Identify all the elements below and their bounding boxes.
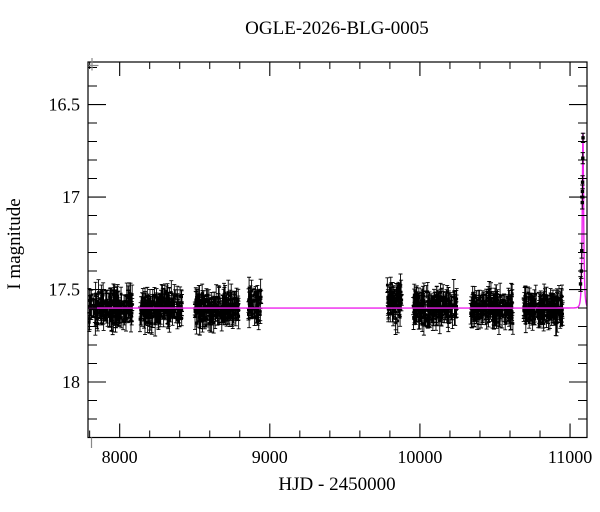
chart-title: OGLE-2026-BLG-0005 — [245, 18, 429, 39]
model-curve-line — [88, 132, 588, 309]
tick-labels: 8000 9000 10000 11000 16.5 17 17.5 18 — [49, 95, 593, 467]
x-axis-label: HJD - 2450000 — [278, 474, 395, 495]
x-tick-label: 9000 — [252, 447, 288, 467]
y-tick-label: 18 — [62, 372, 80, 392]
model-curve — [88, 132, 588, 309]
x-tick-label: 11000 — [548, 447, 592, 467]
y-tick-label: 17 — [62, 187, 80, 207]
major-axis-ticks — [88, 62, 587, 438]
x-tick-label: 8000 — [102, 447, 138, 467]
minor-axis-ticks — [88, 62, 587, 438]
axis-corner-artifact — [88, 58, 99, 448]
season-cluster-points — [385, 282, 404, 325]
photometry-points — [87, 273, 565, 337]
plot-frame — [87, 58, 588, 448]
rising-event-points — [578, 132, 586, 292]
y-tick-label: 17.5 — [49, 280, 81, 300]
y-axis-label: I magnitude — [4, 198, 25, 289]
plot-frame-box — [87, 61, 588, 439]
season-cluster-points — [247, 286, 263, 322]
x-tick-label: 10000 — [397, 447, 442, 467]
y-tick-label: 16.5 — [49, 95, 81, 115]
